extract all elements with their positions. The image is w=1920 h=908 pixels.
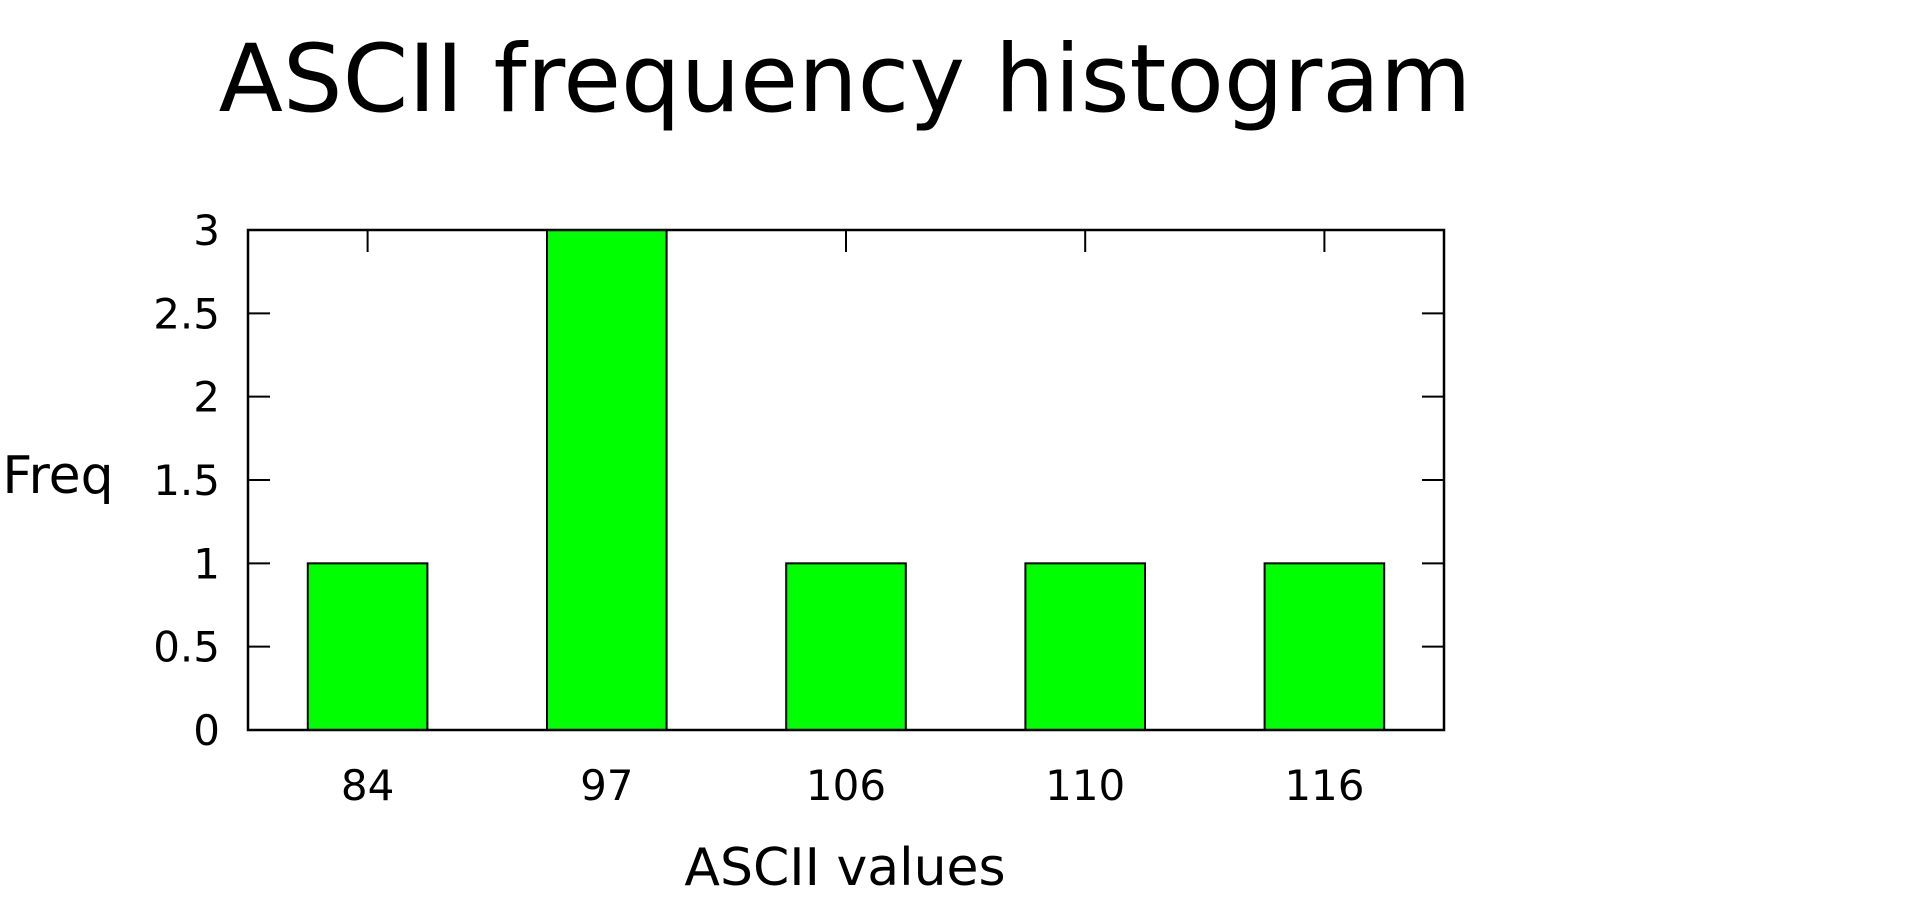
bar-97 — [546, 229, 668, 731]
x-tick-label-116: 116 — [1284, 761, 1364, 810]
chart-title: ASCII frequency histogram — [219, 25, 1472, 134]
x-tick-label-110: 110 — [1045, 761, 1125, 810]
y-tick-labels: 0 0.5 1 1.5 2 2.5 3 — [153, 206, 220, 755]
x-tick-label-106: 106 — [806, 761, 886, 810]
y-tick-label-5: 2.5 — [153, 289, 220, 338]
y-tick-label-0: 0 — [193, 706, 220, 755]
y-tick-label-4: 2 — [193, 373, 220, 422]
bar-106 — [785, 562, 907, 732]
x-axis-label: ASCII values — [684, 838, 1005, 898]
y-tick-label-3: 1.5 — [153, 456, 220, 505]
bars — [306, 229, 1386, 732]
plot-frame — [246, 228, 1446, 732]
y-tick-label-6: 3 — [193, 206, 220, 255]
bar-110 — [1024, 562, 1147, 732]
y-tick-label-1: 0.5 — [153, 623, 220, 672]
bar-84 — [306, 562, 429, 732]
x-tick-label-97: 97 — [580, 761, 633, 810]
x-tick-labels: 84 97 106 110 116 — [341, 761, 1365, 810]
x-tick-label-84: 84 — [341, 761, 394, 810]
y-axis-label: Freq — [2, 446, 113, 506]
y-tick-label-2: 1 — [193, 539, 220, 588]
bar-116 — [1263, 562, 1386, 732]
